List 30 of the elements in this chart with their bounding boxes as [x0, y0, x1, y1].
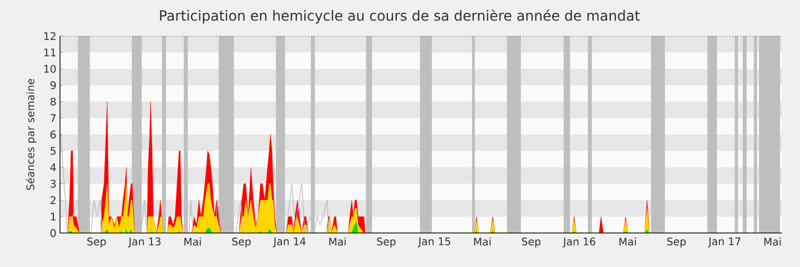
y-tick-label: 1: [50, 212, 56, 220]
y-tick-label: 12: [44, 32, 56, 40]
y-tick-label: 7: [50, 114, 56, 122]
x-tick-label: Sep: [522, 238, 540, 248]
y-tick-label: 2: [50, 196, 56, 204]
chart-title: Participation en hemicycle au cours de sa dernière année de mandat: [160, 9, 640, 24]
x-tick-label: Mai: [764, 238, 781, 246]
x-tick-label: Mai: [474, 238, 491, 246]
x-tick-label: Jan 14: [272, 238, 306, 248]
x-tick-label: Jan 13: [128, 238, 160, 248]
y-tick-label: 11: [44, 48, 56, 56]
y-tick-label: 5: [50, 147, 56, 155]
y-tick-label: 9: [50, 81, 56, 90]
x-tick-label: Sep: [232, 238, 251, 248]
y-tick-label: 3: [50, 180, 56, 188]
x-tick-label: Jan 16: [562, 238, 596, 248]
x-tick-label: Sep: [667, 238, 686, 248]
y-tick-label: 6: [50, 130, 56, 138]
x-tick-label: Sep: [87, 238, 106, 248]
y-axis-title: Séances par semaine: [26, 78, 36, 190]
x-tick-label: Mai: [329, 238, 346, 246]
y-tick-label: 4: [50, 164, 56, 172]
x-tick-label: Sep: [377, 238, 396, 248]
x-tick-label: Jan 17: [708, 238, 740, 248]
x-tick-label: Jan 15: [418, 238, 450, 248]
y-tick-label: 8: [50, 98, 56, 106]
x-tick-label: Mai: [184, 238, 201, 246]
y-tick-label: 10: [44, 64, 56, 73]
x-tick-label: Mai: [619, 238, 636, 246]
y-tick-label: 0: [50, 229, 56, 237]
